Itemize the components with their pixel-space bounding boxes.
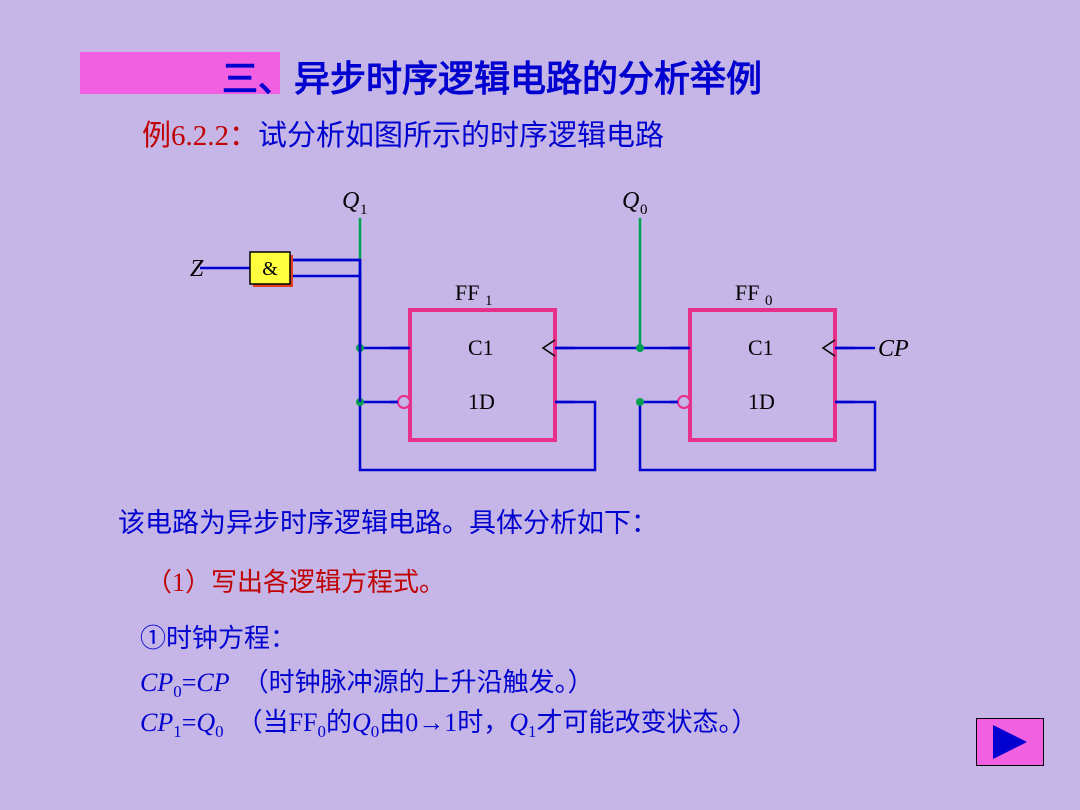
svg-text:Z: Z <box>190 256 204 282</box>
example-label: 例6.2.2： <box>142 120 258 152</box>
svg-text:CP: CP <box>878 336 909 362</box>
analysis-intro: 该电路为异步时序逻辑电路。具体分析如下： <box>118 501 658 540</box>
clock-eq-line2: CP1=Q0 （当FF0的Q0由0→1时，Q1才可能改变状态。） <box>140 702 757 742</box>
svg-text:0: 0 <box>640 202 648 218</box>
svg-text:1: 1 <box>485 293 493 309</box>
svg-text:C1: C1 <box>468 335 494 360</box>
page-root: 三、异步时序逻辑电路的分析举例 例6.2.2：试分析如图所示的时序逻辑电路 & C… <box>0 0 1080 810</box>
next-button[interactable] <box>976 718 1044 766</box>
svg-text:Q: Q <box>342 188 359 214</box>
circuit-diagram: &C11DC11DFF1FF0Q1Q0ZCP <box>190 180 910 480</box>
page-title: 三、异步时序逻辑电路的分析举例 <box>222 50 762 102</box>
svg-text:FF: FF <box>735 280 759 305</box>
clock-eq-line1: CP0=CP （时钟脉冲源的上升沿触发。） <box>140 662 594 702</box>
svg-text:C1: C1 <box>748 335 774 360</box>
svg-text:FF: FF <box>455 280 479 305</box>
example-desc: 试分析如图所示的时序逻辑电路 <box>258 120 664 152</box>
svg-text:&: & <box>262 258 278 280</box>
play-icon <box>993 725 1027 759</box>
step1: （1）写出各逻辑方程式。 <box>146 562 445 599</box>
svg-text:0: 0 <box>765 293 773 309</box>
svg-text:1D: 1D <box>748 389 775 414</box>
svg-text:Q: Q <box>622 188 639 214</box>
example-line: 例6.2.2：试分析如图所示的时序逻辑电路 <box>142 112 664 154</box>
svg-text:1: 1 <box>360 202 368 218</box>
svg-text:1D: 1D <box>468 389 495 414</box>
clock-eq-label: ①时钟方程： <box>140 618 296 655</box>
